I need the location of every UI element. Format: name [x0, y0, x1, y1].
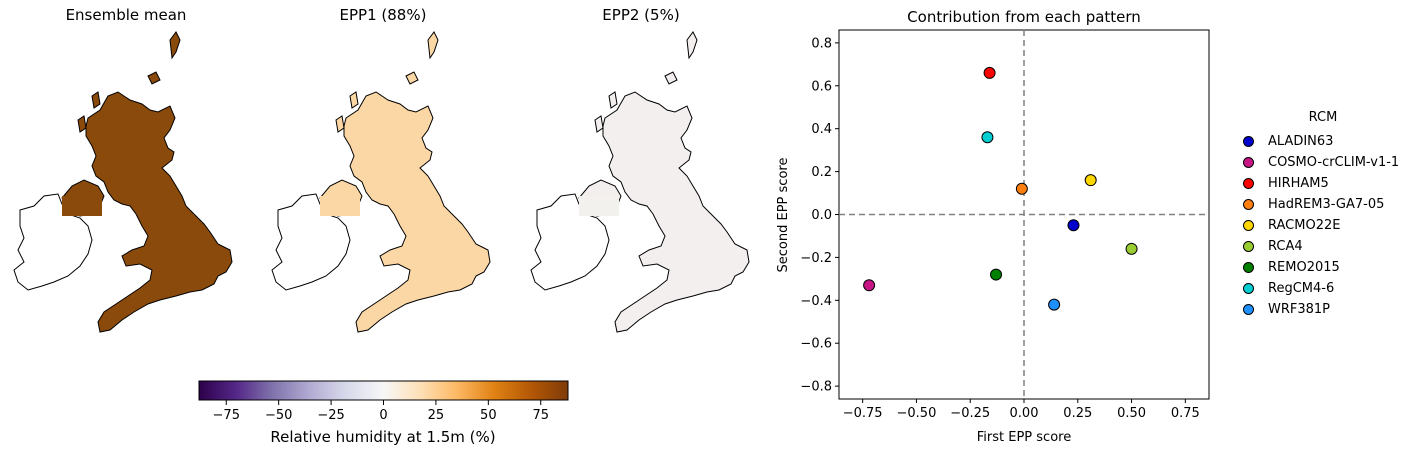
colorbar-tick-label: 50: [480, 408, 497, 423]
colorbar-label: Relative humidity at 1.5m (%): [270, 428, 495, 446]
legend-label: RegCM4-6: [1268, 281, 1335, 296]
data-point: [983, 66, 996, 79]
legend-label: RCA4: [1268, 239, 1303, 254]
legend-label: COSMO-crCLIM-v1-1: [1268, 155, 1400, 170]
colorbar-ticks: −75 −50 −25 0 25 50 75: [213, 400, 549, 423]
y-tick-label: −0.8: [800, 380, 832, 395]
colorbar-tick-label: −75: [213, 408, 240, 423]
data-point: [863, 279, 876, 292]
map-title-epp1: EPP1 (88%): [339, 6, 427, 24]
y-tick-label: 0.0: [811, 208, 832, 223]
x-tick-label: −0.75: [843, 406, 883, 421]
legend-label: WRF381P: [1268, 302, 1331, 317]
plot-axes: −0.75 −0.50 −0.25 0.00 0.25 0.50 0.75 −0.8 −0.6 −…: [800, 29, 1210, 421]
legend-item: HadREM3-GA7-05: [1238, 194, 1399, 215]
legend-marker: [1243, 178, 1254, 189]
map-title-ensemble-mean: Ensemble mean: [65, 6, 187, 24]
legend-marker: [1243, 136, 1254, 147]
y-tick-label: 0.2: [811, 165, 832, 180]
legend-label: ALADIN63: [1268, 134, 1334, 149]
x-tick-label: −0.25: [950, 406, 990, 421]
legend-item: WRF381P: [1238, 299, 1399, 320]
legend-item: ALADIN63: [1238, 131, 1399, 152]
legend-title: RCM: [1308, 110, 1338, 125]
x-tick-label: 0.00: [1010, 406, 1039, 421]
chart-title: Contribution from each pattern: [907, 8, 1141, 26]
colorbar-tick-label: 0: [379, 408, 387, 423]
x-tick-label: 0.75: [1171, 406, 1200, 421]
data-point: [990, 268, 1003, 281]
legend-marker: [1243, 262, 1254, 273]
colorbar-tick-label: −25: [317, 408, 344, 423]
great-britain-shading: [319, 31, 491, 333]
legend-marker: [1243, 304, 1254, 315]
data-point: [981, 131, 994, 144]
legend-item: HIRHAM5: [1238, 173, 1399, 194]
map-epp1: [271, 31, 491, 333]
northern-ireland-patch: [579, 196, 619, 216]
x-axis-label: First EPP score: [977, 430, 1071, 445]
y-tick-label: 0.6: [811, 79, 832, 94]
legend-label: HadREM3-GA7-05: [1268, 197, 1385, 212]
data-points: [863, 66, 1138, 311]
x-tick-label: −0.50: [897, 406, 937, 421]
y-tick-label: 0.4: [811, 122, 832, 137]
colorbar-tick-label: −50: [265, 408, 292, 423]
legend-label: REMO2015: [1268, 260, 1340, 275]
legend-item: RACMO22E: [1238, 215, 1399, 236]
colorbar-tick-label: 25: [428, 408, 445, 423]
legend-label: HIRHAM5: [1268, 176, 1329, 191]
colorbar-tick-label: 75: [532, 408, 549, 423]
northern-ireland-patch: [320, 196, 360, 216]
northern-ireland-patch: [62, 196, 102, 216]
x-tick-label: 0.25: [1063, 406, 1092, 421]
legend-marker: [1243, 241, 1254, 252]
y-tick-label: −0.2: [800, 251, 832, 266]
data-point: [1125, 242, 1138, 255]
legend-item: RegCM4-6: [1238, 278, 1399, 299]
great-britain-shading: [578, 31, 750, 333]
plot-frame: [838, 29, 1210, 400]
data-point: [1084, 174, 1097, 187]
map-ensemble-mean: [13, 31, 233, 333]
data-point: [1015, 182, 1028, 195]
legend-marker: [1243, 283, 1254, 294]
legend-label: RACMO22E: [1268, 218, 1341, 233]
y-tick-label: −0.6: [800, 337, 832, 352]
legend: RCM ALADIN63 COSMO-crCLIM-v1-1 HIRHAM5 HadR…: [1238, 110, 1399, 320]
legend-marker: [1243, 199, 1254, 210]
great-britain-shading: [61, 31, 233, 333]
legend-marker: [1243, 157, 1254, 168]
maps-figure: −75 −50 −25 0 25 50 75 Relative humidity at 1.…: [13, 31, 750, 446]
map-epp2: [530, 31, 750, 333]
map-title-epp2: EPP2 (5%): [602, 6, 680, 24]
legend-marker: [1243, 220, 1254, 231]
legend-item: COSMO-crCLIM-v1-1: [1238, 152, 1399, 173]
data-point: [1048, 298, 1061, 311]
data-point: [1067, 219, 1080, 232]
legend-item: REMO2015: [1238, 257, 1399, 278]
x-tick-label: 0.50: [1117, 406, 1146, 421]
legend-item: RCA4: [1238, 236, 1399, 257]
colorbar: [198, 380, 569, 401]
y-tick-label: −0.4: [800, 294, 832, 309]
y-tick-label: 0.8: [811, 36, 832, 51]
